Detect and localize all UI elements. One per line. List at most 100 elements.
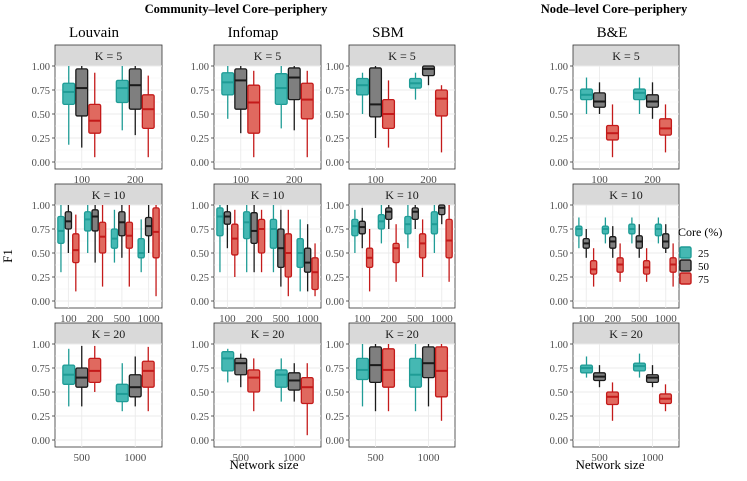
y-tick-label: 0.75 xyxy=(326,225,344,236)
y-tick-label: 0.00 xyxy=(550,297,568,308)
boxplot-louvain-k-10-n100-core75 xyxy=(72,214,80,292)
y-tick-label: 0.25 xyxy=(326,273,344,284)
y-tick-label: 1.00 xyxy=(32,62,50,73)
x-tick-label: 1000 xyxy=(431,313,454,325)
box-iqr xyxy=(274,369,288,388)
box-iqr xyxy=(88,103,102,134)
y-tick-label: 0.25 xyxy=(191,412,209,423)
x-tick-label: 200 xyxy=(644,174,661,186)
boxplot-sbm-k-20-n1000-core75 xyxy=(434,344,449,421)
method-title-be: B&E xyxy=(597,25,628,41)
heading-node-level: Node–level Core–periphery xyxy=(541,2,688,16)
boxplot-infomap-k-5-n200-core75 xyxy=(300,70,314,158)
boxplot-b-e-k-20-n1000-core75 xyxy=(658,384,673,412)
panel-strip-label: K = 10 xyxy=(92,188,125,202)
box-iqr xyxy=(247,369,261,393)
boxplot-sbm-k-10-n1000-core75 xyxy=(445,205,453,282)
boxplot-b-e-k-10-n1000-core50 xyxy=(662,224,670,253)
box-iqr xyxy=(632,88,647,101)
boxplot-infomap-k-20-n500-core75 xyxy=(247,358,261,412)
panel-b-e-k-5: K = 5 100 200 0.00 0.25 0.50 0.75 1.00 xyxy=(550,44,680,186)
x-tick-label: 100 xyxy=(219,313,236,325)
boxplot-louvain-k-10-n500-core75 xyxy=(125,205,134,287)
y-tick-label: 0.00 xyxy=(326,158,344,169)
box-iqr xyxy=(141,94,155,130)
x-tick-label: 200 xyxy=(605,313,622,325)
box-iqr xyxy=(137,237,145,259)
boxplot-sbm-k-5-n200-core25 xyxy=(408,72,423,100)
y-tick-label: 0.75 xyxy=(191,86,209,97)
legend-item-75: 75 xyxy=(679,272,710,286)
boxplot-sbm-k-10-n500-core25 xyxy=(404,205,412,249)
boxplot-sbm-k-10-n200-core50 xyxy=(385,205,393,229)
box-iqr xyxy=(91,209,99,232)
y-tick-label: 0.25 xyxy=(191,273,209,284)
boxplot-b-e-k-10-n1000-core75 xyxy=(669,243,677,287)
boxplot-b-e-k-10-n100-core75 xyxy=(589,248,598,287)
y-axis-label: F1 xyxy=(0,249,15,263)
panel-sbm-k-10: K = 10 100 200 500 1000 0.00 0.25 0.50 0.75 1.00 xyxy=(326,183,456,325)
panel-infomap-k-20: K = 20 500 1000 0.00 0.25 0.50 0.75 1.00 xyxy=(191,322,322,464)
legend-key-25 xyxy=(679,246,692,259)
panel-strip-label: K = 20 xyxy=(385,327,418,341)
boxplot-louvain-k-5-n200-core25 xyxy=(115,66,129,131)
box-iqr xyxy=(284,233,293,278)
box-iqr xyxy=(658,118,673,136)
legend-item-25: 25 xyxy=(679,246,710,260)
legend-label-50: 50 xyxy=(698,261,710,273)
boxplot-louvain-k-5-n100-core75 xyxy=(88,72,102,158)
panel-louvain-k-5: K = 5 100 200 0.00 0.25 0.50 0.75 1.00 xyxy=(32,44,163,186)
boxplot-b-e-k-5-n200-core50 xyxy=(645,82,660,119)
x-tick-label: 100 xyxy=(367,174,384,186)
boxplot-sbm-k-5-n100-core75 xyxy=(381,80,396,148)
boxplot-sbm-k-20-n500-core50 xyxy=(368,344,383,412)
x-tick-label: 1000 xyxy=(297,313,320,325)
method-title-sbm: SBM xyxy=(372,25,404,41)
boxplot-louvain-k-20-n500-core25 xyxy=(62,348,76,407)
boxplot-louvain-k-5-n200-core75 xyxy=(141,75,155,158)
y-tick-label: 0.00 xyxy=(32,436,50,447)
y-tick-label: 0.75 xyxy=(191,225,209,236)
box-iqr xyxy=(385,207,393,221)
x-tick-label: 100 xyxy=(591,174,608,186)
panel-b-e-k-10: K = 10 100 200 500 1000 0.00 0.25 0.50 0.75 1.00 xyxy=(550,183,680,325)
x-tick-label: 500 xyxy=(367,452,384,464)
boxplot-louvain-k-10-n200-core25 xyxy=(83,205,92,253)
boxplot-louvain-k-10-n100-core50 xyxy=(64,205,73,253)
box-iqr xyxy=(418,233,427,259)
box-iqr xyxy=(381,348,396,388)
x-tick-label: 200 xyxy=(246,313,263,325)
x-tick-label: 1000 xyxy=(655,313,678,325)
x-tick-label: 200 xyxy=(420,174,437,186)
y-tick-label: 0.25 xyxy=(326,412,344,423)
boxplot-sbm-k-20-n1000-core25 xyxy=(408,344,423,412)
method-title-infomap: Infomap xyxy=(228,25,279,41)
box-iqr xyxy=(128,68,142,110)
panel-louvain-k-20: K = 20 500 1000 0.00 0.25 0.50 0.75 1.00 xyxy=(32,322,163,464)
box-iqr xyxy=(223,211,232,225)
box-iqr xyxy=(300,82,314,120)
boxplot-sbm-k-10-n100-core75 xyxy=(365,229,374,292)
boxplot-sbm-k-10-n200-core25 xyxy=(377,205,386,244)
y-tick-label: 1.00 xyxy=(550,62,568,73)
box-iqr xyxy=(250,212,258,245)
y-tick-label: 0.25 xyxy=(550,134,568,145)
box-iqr xyxy=(430,211,439,235)
y-tick-label: 0.00 xyxy=(191,158,209,169)
boxplot-infomap-k-10-n100-core25 xyxy=(216,205,224,273)
box-iqr xyxy=(421,65,436,77)
panel-plot-area xyxy=(572,65,680,170)
boxplot-b-e-k-10-n100-core50 xyxy=(582,229,590,258)
boxplot-infomap-k-10-n1000-core50 xyxy=(303,224,312,292)
x-tick-label: 500 xyxy=(273,313,290,325)
box-iqr xyxy=(287,67,301,101)
x-tick-label: 100 xyxy=(354,313,371,325)
boxplot-infomap-k-20-n1000-core75 xyxy=(300,363,314,436)
boxplot-louvain-k-10-n100-core25 xyxy=(57,205,65,273)
y-tick-label: 0.50 xyxy=(191,110,209,121)
boxplot-sbm-k-20-n1000-core50 xyxy=(421,344,436,407)
panel-sbm-k-5: K = 5 100 200 0.00 0.25 0.50 0.75 1.00 xyxy=(326,44,456,186)
boxplot-sbm-k-10-n100-core50 xyxy=(358,207,366,249)
boxplot-sbm-k-5-n200-core75 xyxy=(434,85,449,153)
x-tick-label: 500 xyxy=(407,313,424,325)
